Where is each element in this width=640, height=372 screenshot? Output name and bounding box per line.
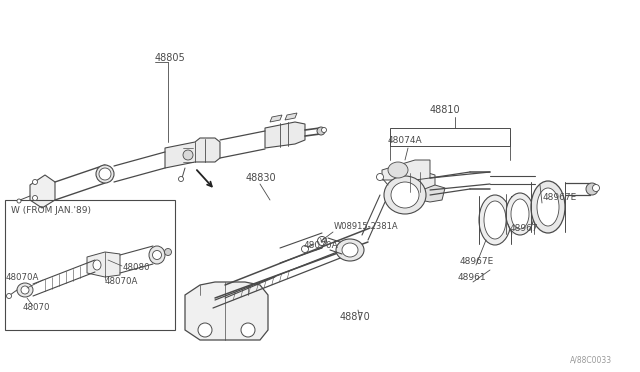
Ellipse shape [99, 168, 111, 180]
Ellipse shape [317, 237, 326, 246]
Text: 48830: 48830 [246, 173, 276, 183]
Ellipse shape [479, 195, 511, 245]
Ellipse shape [593, 185, 600, 192]
Text: 48070A: 48070A [6, 273, 40, 282]
Text: A/88C0033: A/88C0033 [570, 356, 612, 365]
Text: W08915-2381A: W08915-2381A [334, 221, 399, 231]
Ellipse shape [93, 260, 101, 270]
Ellipse shape [6, 294, 12, 298]
Polygon shape [395, 172, 435, 192]
Ellipse shape [164, 248, 172, 256]
Polygon shape [265, 122, 305, 148]
Ellipse shape [376, 173, 383, 180]
Text: 48074A: 48074A [388, 135, 422, 144]
Ellipse shape [21, 286, 29, 294]
Ellipse shape [33, 180, 38, 185]
Polygon shape [270, 115, 282, 122]
Polygon shape [185, 282, 268, 340]
Text: W: W [320, 238, 327, 244]
Text: 48080: 48080 [123, 263, 150, 273]
Ellipse shape [506, 193, 534, 235]
Text: 48805: 48805 [155, 53, 186, 63]
Ellipse shape [301, 246, 308, 253]
Ellipse shape [33, 196, 38, 201]
Ellipse shape [183, 150, 193, 160]
Ellipse shape [179, 176, 184, 182]
Ellipse shape [484, 201, 506, 239]
Ellipse shape [96, 165, 114, 183]
Polygon shape [30, 175, 55, 208]
Text: 48961: 48961 [458, 273, 486, 282]
Ellipse shape [17, 199, 21, 203]
Ellipse shape [388, 162, 408, 178]
Text: 48870: 48870 [340, 312, 371, 322]
Ellipse shape [149, 246, 165, 264]
Text: 48070A: 48070A [304, 241, 339, 250]
Ellipse shape [336, 239, 364, 261]
Bar [390, 128, 510, 146]
Ellipse shape [537, 188, 559, 226]
Ellipse shape [531, 181, 565, 233]
Polygon shape [285, 113, 297, 120]
Polygon shape [87, 252, 120, 277]
Text: W (FROM JAN.'89): W (FROM JAN.'89) [11, 205, 91, 215]
Ellipse shape [317, 127, 325, 135]
Ellipse shape [511, 199, 529, 229]
Polygon shape [420, 185, 445, 202]
Text: 48070A: 48070A [105, 278, 138, 286]
Text: 48810: 48810 [430, 105, 461, 115]
Text: 48967: 48967 [510, 224, 539, 232]
Ellipse shape [241, 323, 255, 337]
Text: 48967E: 48967E [460, 257, 494, 266]
Polygon shape [165, 138, 220, 168]
Ellipse shape [391, 182, 419, 208]
Ellipse shape [198, 323, 212, 337]
Polygon shape [382, 160, 430, 180]
Ellipse shape [586, 183, 598, 195]
Ellipse shape [384, 176, 426, 214]
Text: 48070: 48070 [23, 304, 51, 312]
Ellipse shape [17, 283, 33, 297]
Ellipse shape [342, 243, 358, 257]
Text: 48967E: 48967E [543, 192, 577, 202]
Ellipse shape [321, 128, 326, 132]
Ellipse shape [152, 250, 161, 260]
Bar [5, 200, 175, 330]
